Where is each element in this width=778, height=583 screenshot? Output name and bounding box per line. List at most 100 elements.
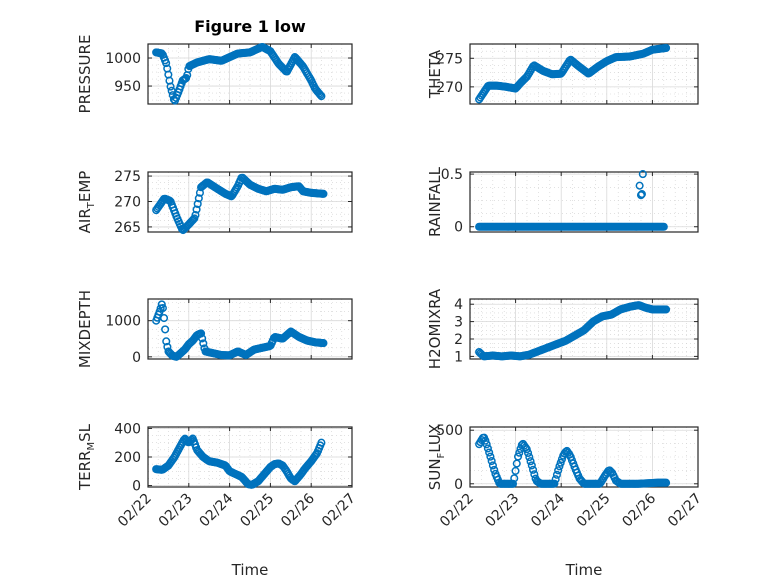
x-tick-label: 02/26 <box>278 490 318 530</box>
y-axis-label: H2OMIXRA <box>426 288 444 369</box>
data-point <box>486 452 495 461</box>
y-tick-label: 0 <box>454 220 463 236</box>
data-point <box>659 222 668 231</box>
x-tick-label: 02/27 <box>319 491 359 531</box>
data-point <box>512 459 521 468</box>
data-point <box>636 191 646 200</box>
y-axis-label: RAINFALL <box>426 166 444 237</box>
data-point <box>191 211 200 220</box>
subplot-7: 0 200 400 TERRMSL 02/22 02/23 02/24 02/25 02/26 0… <box>76 421 359 579</box>
data-point <box>485 448 494 457</box>
data-point <box>193 199 202 208</box>
y-axis-label: SUNFLUX <box>426 424 447 490</box>
data-point <box>637 190 646 199</box>
figure-title: Figure 1 low <box>194 17 306 36</box>
data-point <box>166 82 175 91</box>
data-point <box>161 325 170 334</box>
data-point <box>198 334 207 343</box>
subplot-3: 265 270 275 AIRTEMP <box>76 169 353 236</box>
series-markers <box>152 173 328 235</box>
data-point <box>526 457 535 466</box>
series-markers <box>152 42 326 105</box>
y-tick-label: 270 <box>436 80 463 96</box>
subplot-5: 0 1000 MIXDEPTH <box>76 290 353 368</box>
data-point <box>317 92 326 101</box>
x-tick-label: 02/24 <box>528 490 568 530</box>
data-point <box>490 465 499 474</box>
y-tick-label: 0 <box>132 479 141 495</box>
y-tick-label: 200 <box>114 450 141 466</box>
data-point <box>482 440 491 449</box>
series-markers <box>475 170 668 231</box>
x-tick-label: 02/22 <box>115 491 155 531</box>
x-tick-label: 02/22 <box>437 491 477 531</box>
y-axis-label: AIRTEMP <box>76 171 97 234</box>
data-point <box>487 456 496 466</box>
y-tick-label: 275 <box>114 169 141 185</box>
y-tick-label: 275 <box>436 51 463 67</box>
data-point <box>317 438 326 447</box>
data-point <box>662 43 671 53</box>
x-axis-label: Time <box>231 561 269 579</box>
y-axis-label: PRESSURE <box>76 35 94 114</box>
data-point <box>555 462 564 471</box>
x-tick-label: 02/27 <box>665 491 705 531</box>
y-tick-label: 270 <box>114 194 141 210</box>
data-point <box>638 170 647 179</box>
data-point <box>319 339 328 348</box>
x-tick-label: 02/25 <box>574 491 614 531</box>
x-tick-label: 02/26 <box>619 490 659 530</box>
data-point <box>483 444 492 453</box>
data-point <box>192 205 201 214</box>
y-tick-label: 400 <box>114 421 141 437</box>
axes-frame <box>469 43 699 105</box>
data-point <box>554 466 563 475</box>
x-tick-label: 02/24 <box>197 490 237 530</box>
data-point <box>522 445 531 454</box>
y-tick-label: 1000 <box>105 314 141 330</box>
y-tick-label: 0 <box>132 350 141 366</box>
data-point <box>157 49 166 58</box>
subplot-1: 950 1000 PRESSURE <box>76 35 353 114</box>
axes-frame <box>469 171 699 233</box>
data-point <box>525 453 534 462</box>
data-point <box>515 448 524 457</box>
y-tick-label: 500 <box>436 423 463 439</box>
data-point <box>189 215 198 224</box>
data-point <box>197 329 206 338</box>
data-point <box>488 461 497 470</box>
y-axis-label: TERRMSL <box>76 423 97 491</box>
data-point <box>162 337 171 346</box>
series-markers <box>152 300 328 361</box>
data-point <box>159 313 169 323</box>
x-tick-label: 02/23 <box>483 491 523 531</box>
data-point <box>556 458 565 467</box>
series-markers <box>475 43 671 104</box>
y-tick-label: 1000 <box>105 51 141 67</box>
series-markers <box>152 434 326 489</box>
data-point <box>165 196 174 205</box>
data-point <box>194 194 203 203</box>
y-axis-label: MIXDEPTH <box>76 290 94 368</box>
axes-frame <box>469 298 699 360</box>
data-point <box>162 59 171 68</box>
data-point <box>662 478 671 487</box>
y-tick-label: 4 <box>454 297 463 313</box>
data-point <box>199 339 208 348</box>
data-point <box>513 452 523 461</box>
axes-frame <box>147 298 353 360</box>
y-tick-label: 0 <box>454 477 463 493</box>
y-tick-label: 0.5 <box>441 167 463 183</box>
data-point <box>530 470 539 479</box>
data-point <box>511 466 520 475</box>
data-point <box>529 465 538 474</box>
data-point <box>158 304 167 313</box>
y-tick-label: 2 <box>454 332 463 348</box>
data-point <box>552 470 561 479</box>
y-tick-label: 950 <box>114 79 141 95</box>
data-point <box>550 479 559 488</box>
data-point <box>527 461 536 470</box>
